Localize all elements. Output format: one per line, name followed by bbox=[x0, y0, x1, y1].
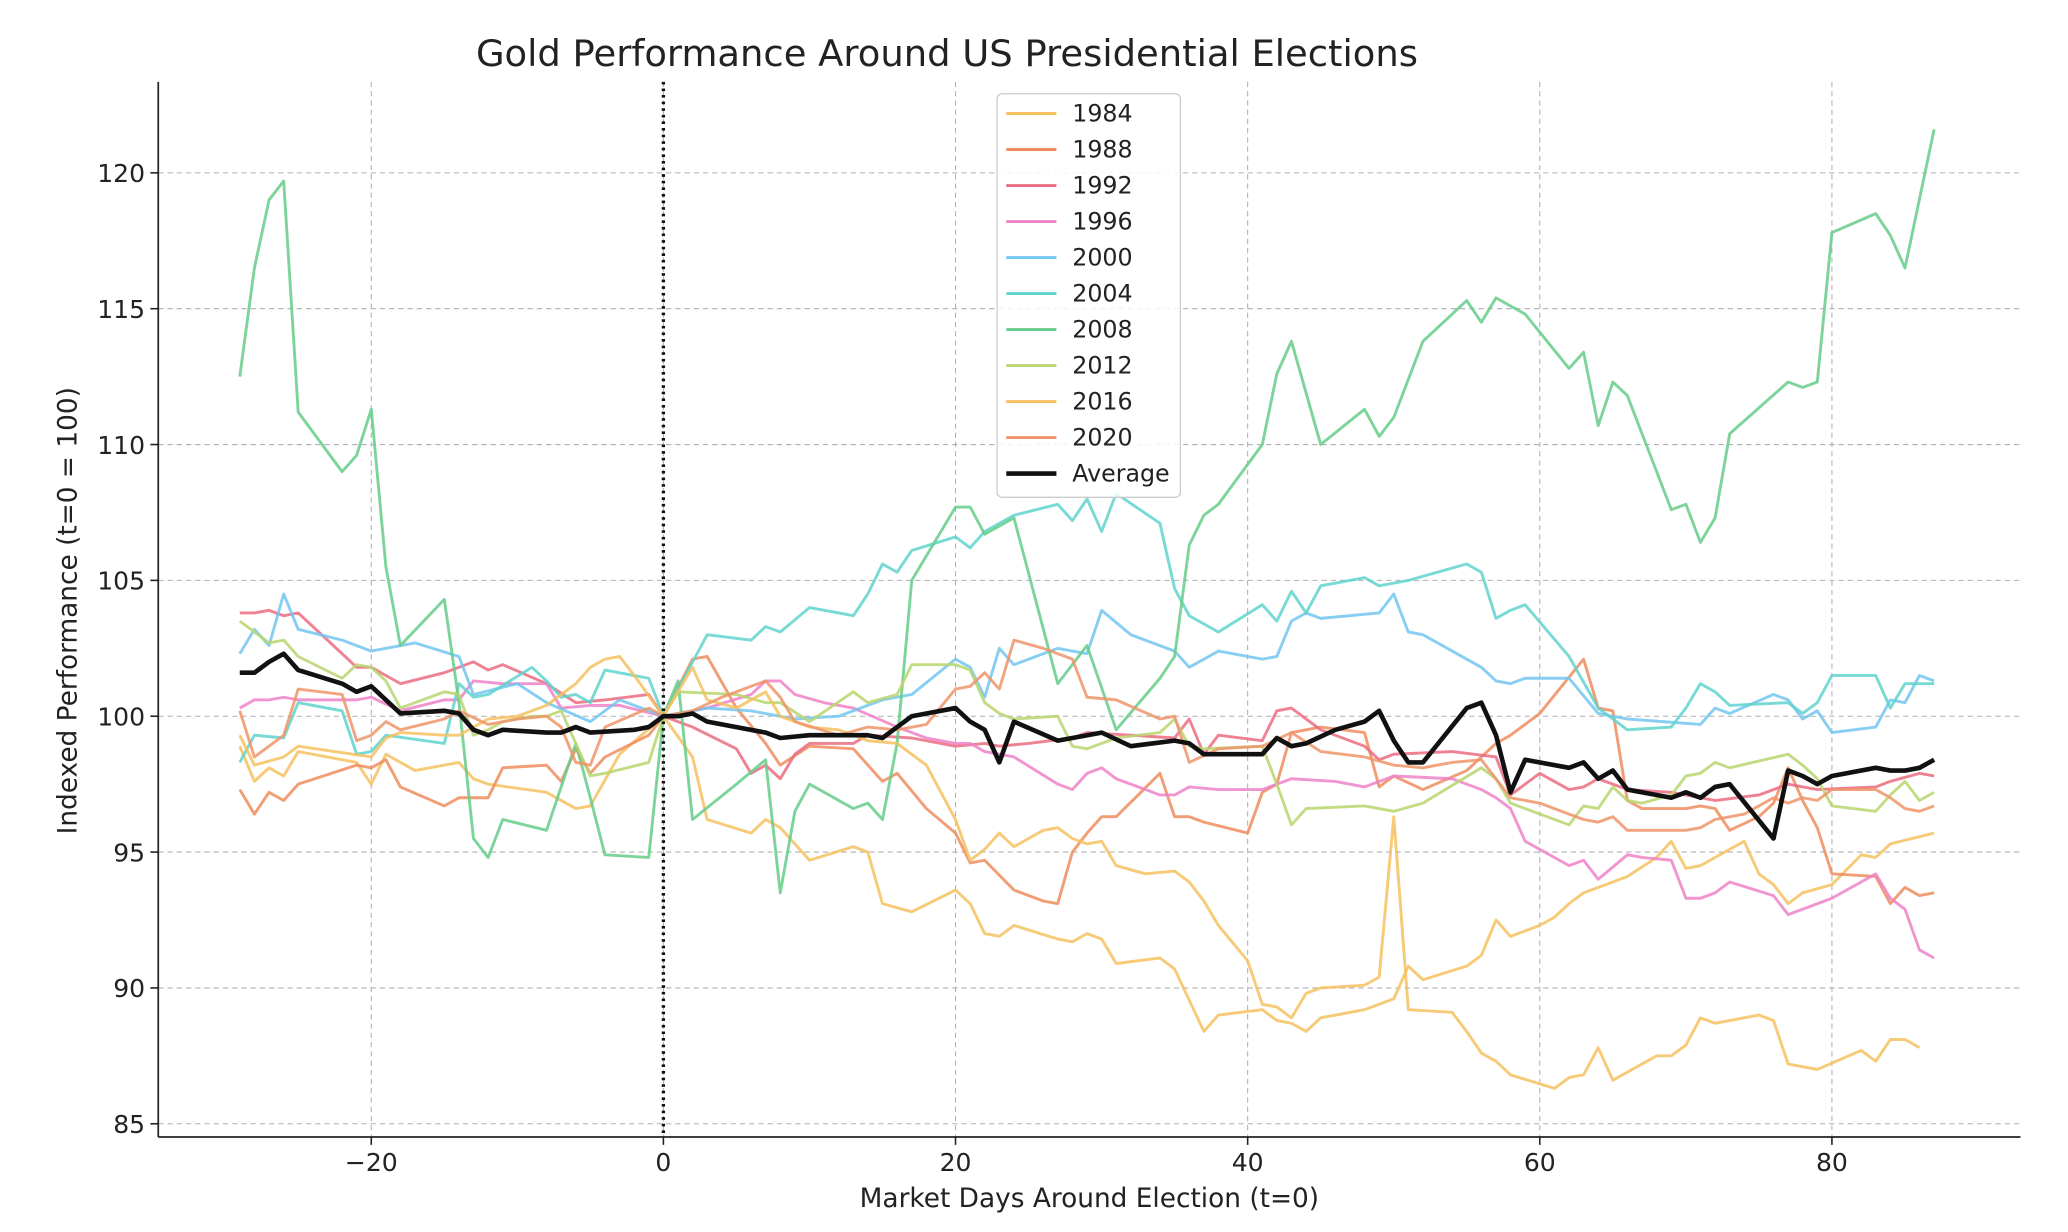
y-axis-label: Indexed Performance (t=0 = 100) bbox=[53, 387, 83, 834]
legend-label: 2004 bbox=[1072, 279, 1132, 307]
x-tick-label: 60 bbox=[1524, 1148, 1556, 1177]
legend-label: 2008 bbox=[1072, 315, 1132, 343]
y-tick-label: 110 bbox=[97, 431, 145, 460]
legend-label: 1988 bbox=[1072, 135, 1132, 163]
series-line-2020 bbox=[238, 638, 1935, 832]
series-lines bbox=[238, 129, 1936, 1090]
series-line-2016 bbox=[238, 655, 1921, 1090]
x-tick-label: 0 bbox=[655, 1148, 671, 1177]
y-tick-label: 95 bbox=[113, 838, 145, 867]
x-axis-label: Market Days Around Election (t=0) bbox=[860, 1184, 1319, 1214]
legend-box bbox=[996, 93, 1182, 498]
x-tick-label: −20 bbox=[345, 1148, 398, 1177]
y-tick-label: 115 bbox=[97, 295, 145, 324]
legend-label: 1992 bbox=[1072, 171, 1132, 199]
series-line-2004 bbox=[238, 492, 1935, 764]
legend-label: 2016 bbox=[1072, 387, 1132, 415]
series-line-1984 bbox=[238, 714, 1935, 1033]
y-tick-label: 105 bbox=[97, 567, 145, 596]
series-line-average bbox=[239, 651, 1936, 841]
legend-label: 1996 bbox=[1072, 207, 1132, 235]
series-line-1996 bbox=[239, 679, 1935, 960]
legend: 1984 1988 1992 1996 2000 2004 2008 2012 2016 2020… bbox=[996, 93, 1182, 498]
y-tick-label: 90 bbox=[113, 974, 145, 1003]
axes: −20 0 20 40 60 80 85 90 95 100 105 110 115 120 bbox=[97, 81, 2021, 1177]
chart-title: Gold Performance Around US Presidential … bbox=[476, 32, 1418, 75]
x-tick-label: 40 bbox=[1232, 1148, 1264, 1177]
x-tick-label: 20 bbox=[940, 1148, 972, 1177]
legend-label: 2020 bbox=[1072, 423, 1132, 451]
x-tick-label: 80 bbox=[1816, 1148, 1848, 1177]
series-line-1992 bbox=[239, 608, 1935, 802]
legend-label: 2000 bbox=[1072, 243, 1132, 271]
series-line-1988 bbox=[238, 655, 1935, 906]
legend-label: 1984 bbox=[1072, 99, 1132, 127]
y-tick-label: 85 bbox=[113, 1110, 145, 1139]
y-tick-label: 100 bbox=[97, 702, 145, 731]
legend-label: Average bbox=[1072, 459, 1169, 487]
series-line-2008 bbox=[238, 129, 1936, 895]
y-tick-label: 120 bbox=[97, 159, 145, 188]
legend-label: 2012 bbox=[1072, 351, 1132, 379]
